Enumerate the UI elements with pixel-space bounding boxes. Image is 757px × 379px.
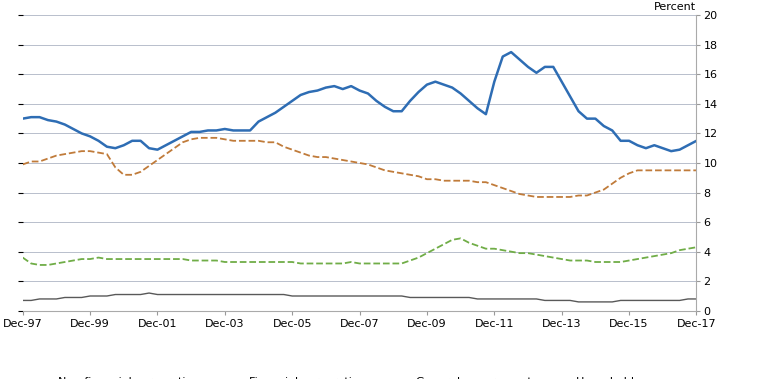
Households [524, 193, 533, 198]
Text: Percent: Percent [654, 2, 696, 12]
General government [616, 260, 625, 264]
General government [456, 236, 465, 241]
Households [447, 179, 456, 183]
Households [397, 171, 407, 175]
Households [582, 193, 591, 198]
Non-financial corporations [692, 139, 701, 143]
General government [447, 238, 456, 242]
Households [692, 168, 701, 173]
General government [582, 258, 591, 263]
Financial corporations [641, 298, 650, 303]
Financial corporations [616, 298, 625, 303]
General government [692, 245, 701, 249]
General government [532, 252, 541, 257]
Financial corporations [574, 300, 583, 304]
Households [18, 162, 27, 167]
Line: Households: Households [23, 138, 696, 197]
Financial corporations [582, 300, 591, 304]
Line: Financial corporations: Financial corporations [23, 293, 696, 302]
Non-financial corporations [574, 109, 583, 114]
Non-financial corporations [506, 50, 516, 55]
Line: General government: General government [23, 238, 696, 265]
Financial corporations [145, 291, 154, 295]
Households [195, 136, 204, 140]
Non-financial corporations [667, 149, 676, 153]
Non-financial corporations [389, 109, 398, 114]
General government [397, 261, 407, 266]
Households [641, 168, 650, 173]
Legend: Non-financial corporations, Financial corporations, General government, Househol: Non-financial corporations, Financial co… [20, 373, 646, 379]
Households [616, 175, 625, 180]
Non-financial corporations [608, 128, 617, 133]
Financial corporations [18, 298, 27, 303]
Non-financial corporations [439, 82, 448, 87]
Financial corporations [447, 295, 456, 300]
General government [35, 263, 44, 267]
Financial corporations [692, 297, 701, 301]
Line: Non-financial corporations: Non-financial corporations [23, 52, 696, 151]
General government [641, 255, 650, 260]
Non-financial corporations [524, 65, 533, 69]
General government [18, 255, 27, 260]
Households [532, 195, 541, 199]
Non-financial corporations [18, 116, 27, 121]
Financial corporations [397, 294, 407, 298]
Financial corporations [524, 297, 533, 301]
Non-financial corporations [633, 143, 642, 147]
